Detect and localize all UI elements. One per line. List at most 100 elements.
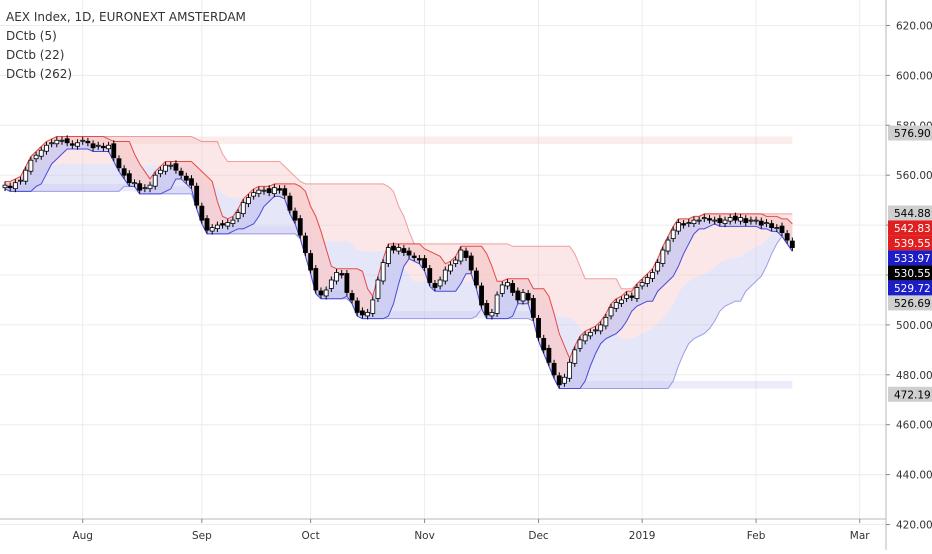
candle-body[interactable] <box>717 218 723 224</box>
candle-body[interactable] <box>681 223 686 226</box>
candle-body[interactable] <box>660 249 666 264</box>
candle-body[interactable] <box>665 239 671 252</box>
candle-body[interactable] <box>370 299 376 314</box>
candle-body[interactable] <box>401 248 407 253</box>
indicator-dctb-5[interactable]: DCtb (5) <box>6 29 57 43</box>
candle-body[interactable] <box>365 312 371 317</box>
candle-body[interactable] <box>64 138 70 144</box>
candle-body[interactable] <box>214 224 220 229</box>
candle-body[interactable] <box>639 282 645 287</box>
price-axis[interactable]: 620.00600.00580.00560.00540.00520.00500.… <box>885 0 932 550</box>
candle-body[interactable] <box>132 182 137 185</box>
candle-body[interactable] <box>644 277 650 284</box>
candle-body[interactable] <box>458 249 464 262</box>
candle-body[interactable] <box>23 169 29 182</box>
candle-body[interactable] <box>59 139 65 142</box>
candle-body[interactable] <box>505 282 510 287</box>
candle-body[interactable] <box>598 324 604 332</box>
candle-body[interactable] <box>292 210 298 221</box>
candle-body[interactable] <box>7 185 13 189</box>
candle-body[interactable] <box>178 170 184 176</box>
candle-body[interactable] <box>732 215 738 221</box>
candle-body[interactable] <box>676 222 681 232</box>
candle-body[interactable] <box>789 240 795 248</box>
candle-body[interactable] <box>479 285 484 306</box>
candle-body[interactable] <box>406 250 412 256</box>
candle-body[interactable] <box>101 145 106 149</box>
candle-body[interactable] <box>230 219 236 225</box>
candle-body[interactable] <box>183 175 189 181</box>
candle-body[interactable] <box>328 279 334 289</box>
candle-body[interactable] <box>727 217 733 222</box>
candle-body[interactable] <box>287 195 293 211</box>
candle-body[interactable] <box>494 294 500 314</box>
candle-body[interactable] <box>173 163 179 171</box>
candle-body[interactable] <box>499 284 505 294</box>
candle-body[interactable] <box>784 233 790 241</box>
candle-body[interactable] <box>753 219 759 222</box>
candle-body[interactable] <box>525 293 531 301</box>
candle-body[interactable] <box>303 235 308 253</box>
candle-body[interactable] <box>308 253 314 271</box>
candle-body[interactable] <box>634 287 640 299</box>
candle-body[interactable] <box>44 144 49 152</box>
candle-body[interactable] <box>587 331 593 337</box>
candle-body[interactable] <box>69 143 75 146</box>
candle-body[interactable] <box>624 294 629 299</box>
candle-body[interactable] <box>375 279 381 299</box>
candle-body[interactable] <box>577 339 583 349</box>
candle-body[interactable] <box>396 247 402 252</box>
candle-body[interactable] <box>442 269 448 282</box>
candle-body[interactable] <box>655 262 661 272</box>
candle-body[interactable] <box>2 184 8 189</box>
candle-body[interactable] <box>137 183 143 191</box>
candle-body[interactable] <box>416 258 422 261</box>
candle-body[interactable] <box>194 185 200 206</box>
candle-body[interactable] <box>779 225 785 233</box>
candle-body[interactable] <box>111 143 117 159</box>
candle-body[interactable] <box>422 258 427 268</box>
candle-body[interactable] <box>75 142 80 147</box>
candle-body[interactable] <box>271 187 277 195</box>
candle-body[interactable] <box>157 169 163 175</box>
candle-body[interactable] <box>686 222 692 225</box>
candle-body[interactable] <box>385 247 391 264</box>
candle-body[interactable] <box>743 218 749 224</box>
candle-body[interactable] <box>277 188 282 191</box>
candle-body[interactable] <box>85 140 91 144</box>
candle-body[interactable] <box>629 295 635 298</box>
candle-body[interactable] <box>80 139 86 142</box>
candle-body[interactable] <box>33 154 39 160</box>
candle-body[interactable] <box>489 312 495 317</box>
candle-body[interactable] <box>297 218 303 236</box>
candle-body[interactable] <box>360 310 365 316</box>
candle-body[interactable] <box>344 273 350 293</box>
candle-body[interactable] <box>411 255 417 258</box>
candle-body[interactable] <box>520 292 526 302</box>
candle-body[interactable] <box>106 144 111 150</box>
candle-body[interactable] <box>90 143 96 149</box>
candle-body[interactable] <box>235 212 241 220</box>
candle-body[interactable] <box>354 300 360 313</box>
candle-body[interactable] <box>427 268 433 283</box>
candle-body[interactable] <box>256 189 262 195</box>
candle-body[interactable] <box>246 197 251 205</box>
candle-body[interactable] <box>318 290 324 296</box>
candle-body[interactable] <box>12 182 18 190</box>
candle-body[interactable] <box>593 329 598 332</box>
candle-body[interactable] <box>432 283 438 288</box>
candle-body[interactable] <box>769 223 775 228</box>
candle-body[interactable] <box>608 307 614 317</box>
candle-body[interactable] <box>774 227 780 229</box>
candle-body[interactable] <box>707 218 712 221</box>
candle-body[interactable] <box>147 184 153 190</box>
candle-body[interactable] <box>748 219 754 222</box>
candle-body[interactable] <box>152 174 158 187</box>
candle-body[interactable] <box>619 299 624 304</box>
candle-body[interactable] <box>670 229 676 239</box>
candle-body[interactable] <box>380 262 386 282</box>
candle-body[interactable] <box>240 202 246 215</box>
candle-body[interactable] <box>168 164 174 167</box>
candle-body[interactable] <box>391 245 396 251</box>
candle-body[interactable] <box>738 217 743 222</box>
